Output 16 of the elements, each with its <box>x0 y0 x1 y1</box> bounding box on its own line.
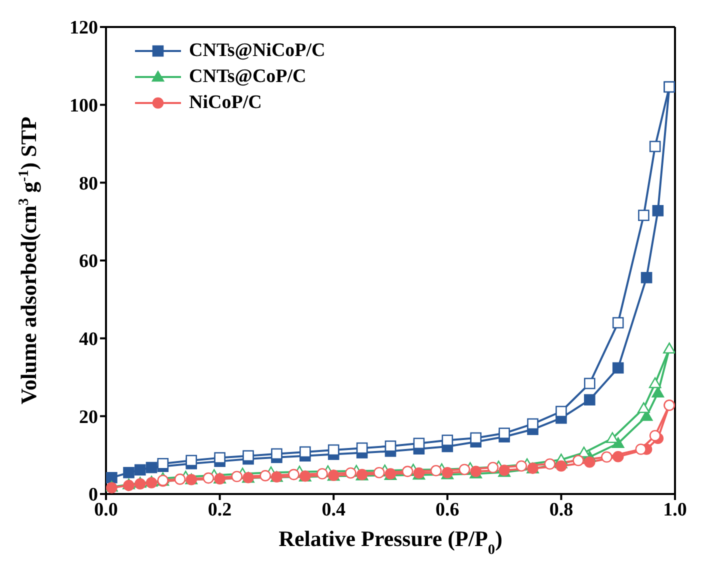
x-axis-title: Relative Pressure (P/P$_{0}$) <box>278 526 502 558</box>
y-tick-label: 100 <box>70 96 98 117</box>
legend-label: NiCoP/C <box>189 92 262 114</box>
x-tick-label: 0.4 <box>322 499 346 520</box>
x-tick-label: 0.0 <box>94 499 118 520</box>
x-tick-label: 1.0 <box>663 499 687 520</box>
y-tick-label: 60 <box>79 251 98 272</box>
y-tick-label: 40 <box>79 329 98 350</box>
x-tick-label: 0.8 <box>549 499 574 520</box>
x-tick-label: 0.6 <box>436 499 460 520</box>
legend-label: CNTs@CoP/C <box>189 66 306 88</box>
y-tick-label: 120 <box>70 18 98 39</box>
x-tick-label: 0.2 <box>208 499 232 520</box>
y-tick-label: 20 <box>79 406 98 428</box>
y-tick-label: 80 <box>79 173 98 194</box>
legend-label: CNTs@NiCoP/C <box>189 40 326 62</box>
